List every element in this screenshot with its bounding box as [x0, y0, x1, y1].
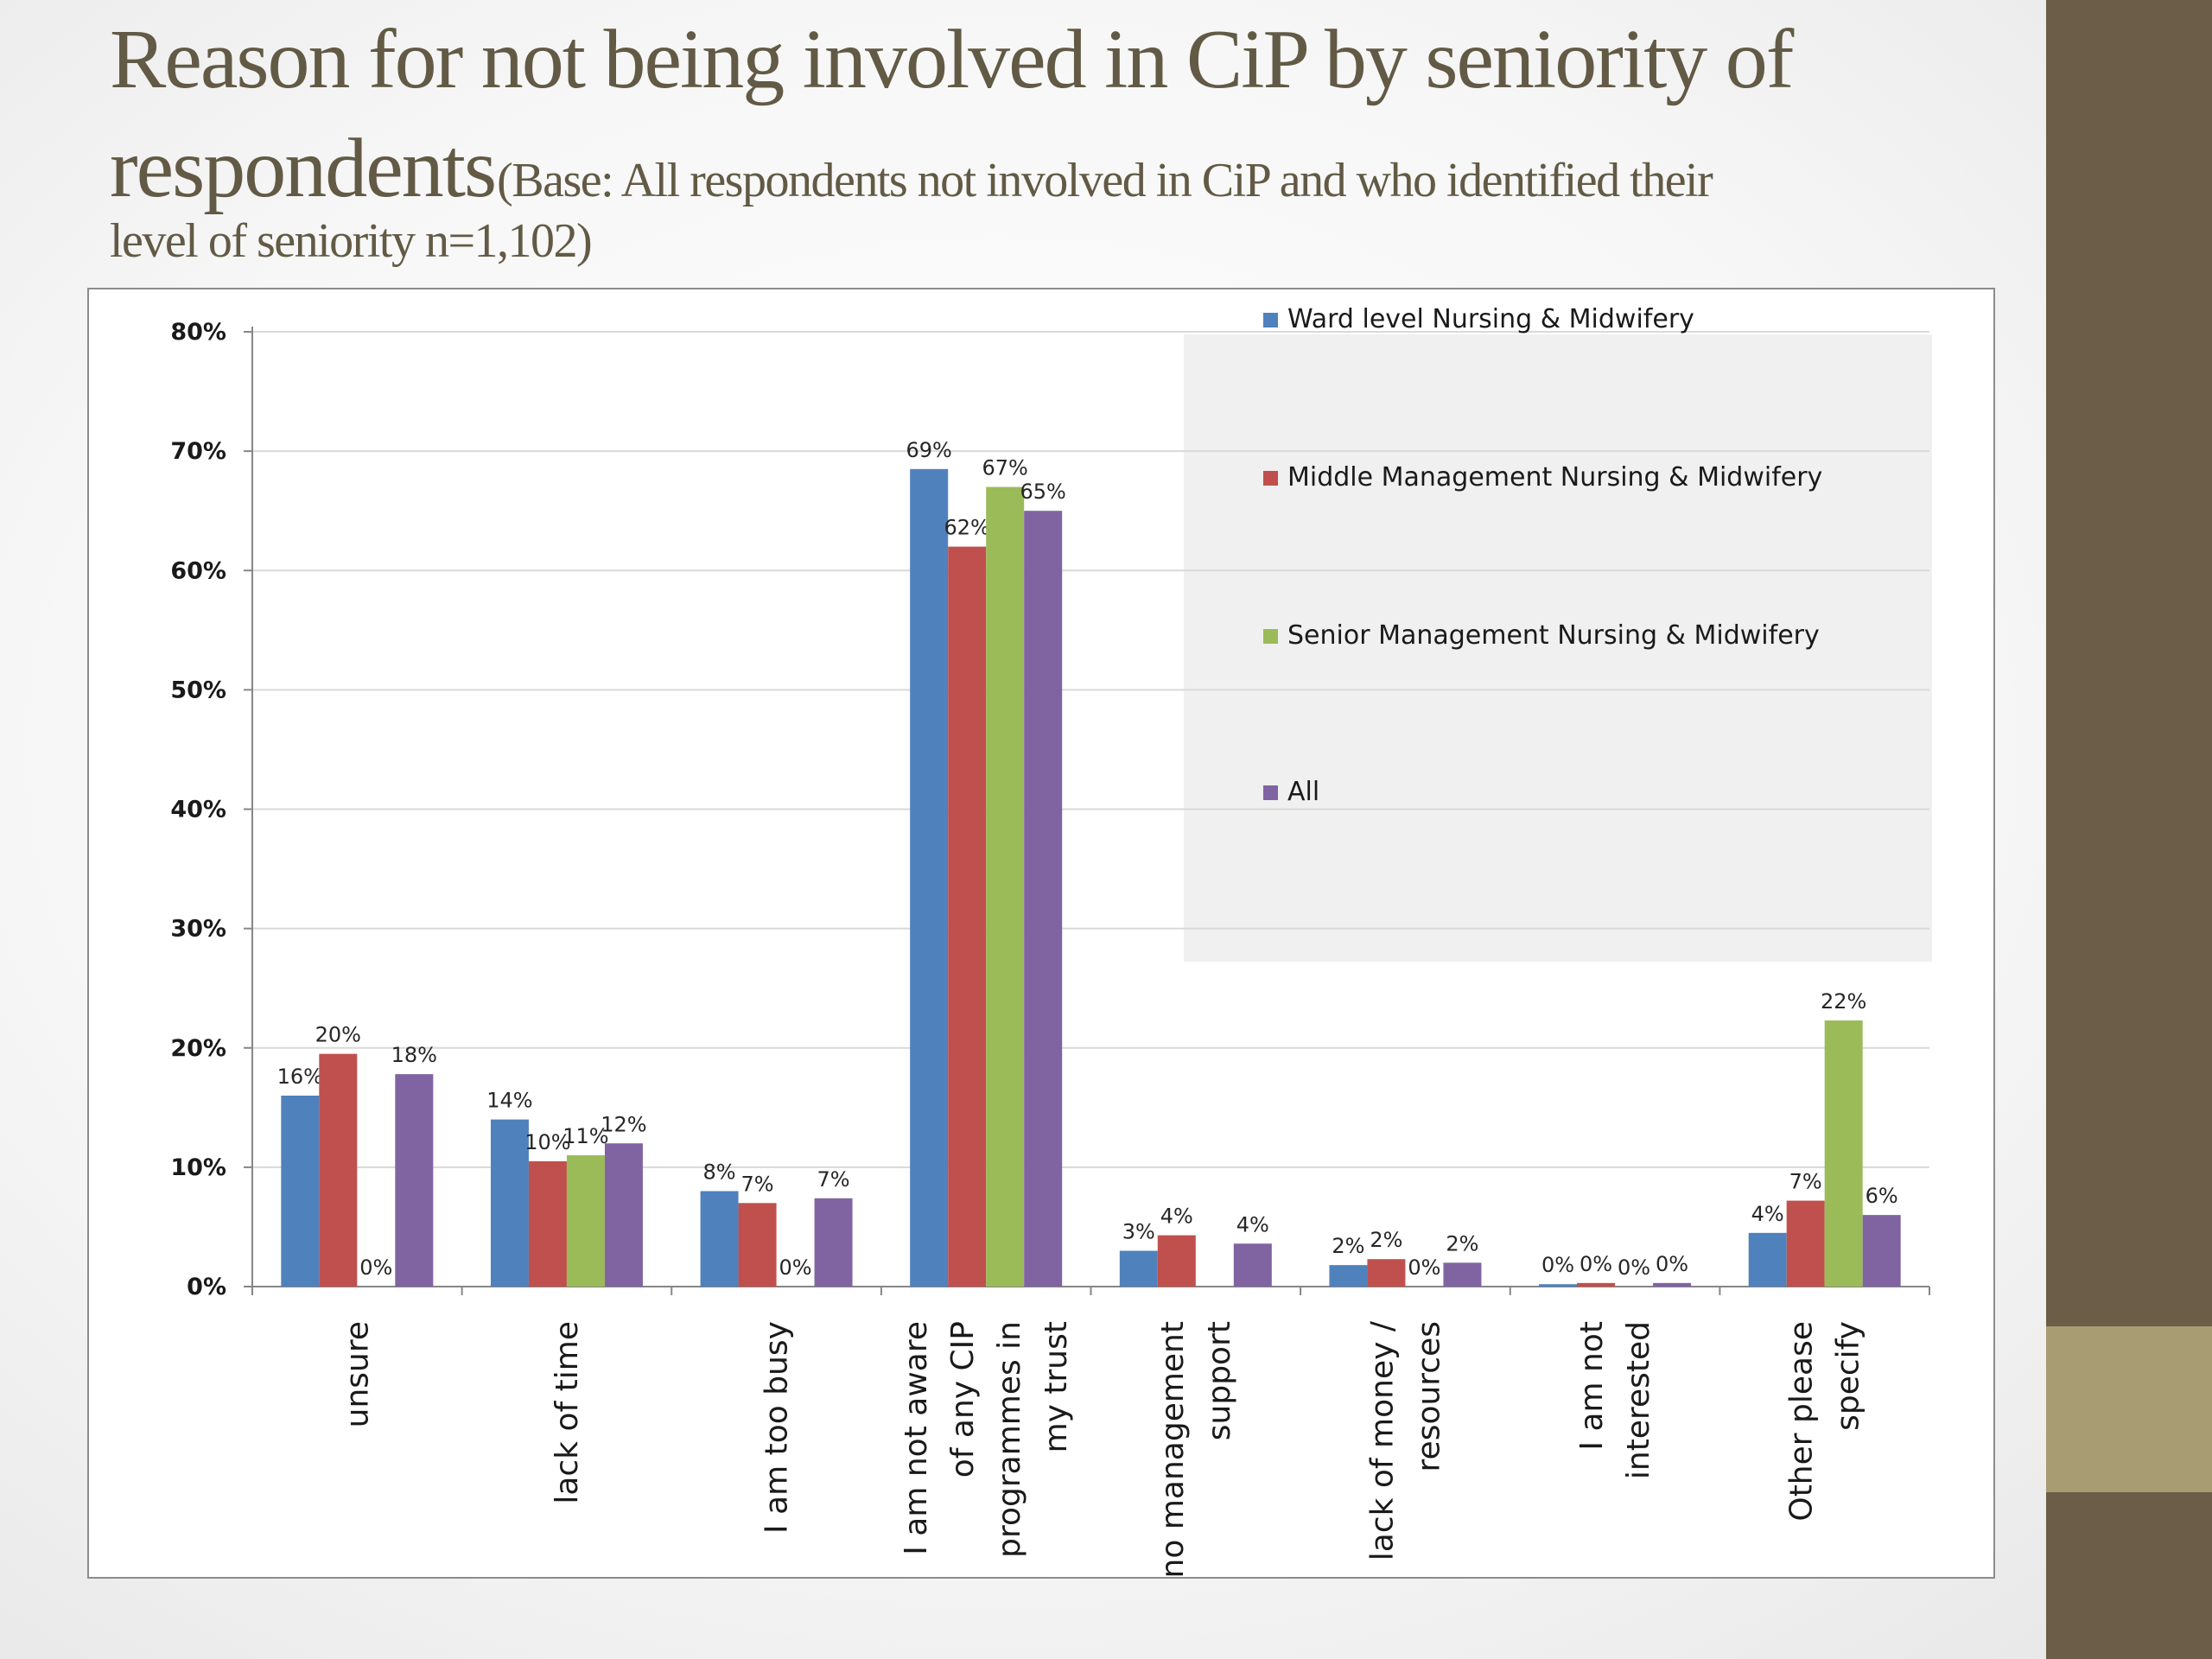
data-label: 20%: [315, 1023, 361, 1047]
bar: [1329, 1265, 1368, 1287]
y-tick-label: 50%: [170, 677, 226, 703]
bar: [490, 1119, 529, 1287]
bar: [604, 1143, 643, 1287]
data-label: 2%: [1446, 1231, 1478, 1255]
bar: [1539, 1284, 1578, 1287]
data-label: 65%: [1020, 480, 1066, 504]
bar: [1862, 1215, 1901, 1287]
y-tick-label: 30%: [170, 916, 226, 943]
bar: [1024, 511, 1063, 1287]
decorative-side-accent: [2046, 1326, 2212, 1492]
y-tick-label: 70%: [170, 438, 226, 465]
bar: [1653, 1282, 1692, 1287]
slide-title: Reason for not being involved in CiP by …: [110, 17, 2037, 277]
legend-label: All: [1287, 777, 1319, 807]
data-label: 7%: [817, 1167, 850, 1192]
data-label: 8%: [703, 1160, 736, 1185]
bar: [910, 468, 949, 1287]
data-label: 22%: [1821, 989, 1866, 1014]
title-line-1: Reason for not being involved in CiP by …: [110, 13, 1794, 106]
category-label: my trust: [1039, 1321, 1074, 1452]
legend-label: Ward level Nursing & Midwifery: [1287, 304, 1694, 334]
y-tick-label: 80%: [170, 319, 226, 346]
bar: [319, 1053, 358, 1287]
bar: [700, 1191, 739, 1287]
category-label: lack of time: [550, 1321, 585, 1504]
data-label: 3%: [1122, 1220, 1155, 1244]
bar: [1119, 1250, 1158, 1287]
data-label: 18%: [391, 1043, 437, 1067]
legend-label: Senior Management Nursing & Midwifery: [1287, 620, 1820, 651]
bar: [281, 1096, 320, 1287]
data-label: 2%: [1370, 1228, 1402, 1252]
data-label: 6%: [1866, 1184, 1898, 1208]
bar: [948, 546, 987, 1287]
category-label: support: [1202, 1321, 1237, 1440]
data-label: 0%: [779, 1255, 812, 1280]
bar: [1443, 1262, 1482, 1287]
data-label: 12%: [601, 1112, 646, 1136]
category-label: I am not: [1574, 1321, 1610, 1451]
data-label: 67%: [982, 456, 1028, 480]
bar: [528, 1160, 567, 1287]
data-label: 7%: [1789, 1170, 1822, 1194]
y-tick-label: 0%: [187, 1274, 226, 1300]
data-label: 0%: [1541, 1253, 1574, 1277]
chart-container: 0% 10% 20% 30% 40% 50% 60% 70% 80% 16% 20% 0% 18% 14%…: [87, 288, 1995, 1579]
y-tick-label: 40%: [170, 797, 226, 823]
bar: [1233, 1243, 1272, 1287]
legend-background: [1184, 334, 1932, 962]
category-label: lack of money /: [1364, 1320, 1400, 1560]
data-label: 11%: [563, 1124, 608, 1148]
legend-swatch: [1263, 785, 1278, 800]
data-label: 0%: [359, 1255, 392, 1280]
bar: [1824, 1020, 1863, 1287]
bar: [1748, 1232, 1787, 1287]
data-label: 0%: [1618, 1255, 1650, 1280]
bar: [1786, 1200, 1825, 1287]
category-label: specify: [1831, 1321, 1866, 1431]
bar: [566, 1155, 605, 1287]
bar: [814, 1198, 853, 1287]
bar: [1367, 1259, 1406, 1287]
category-label: unsure: [340, 1321, 375, 1427]
data-label: 4%: [1160, 1205, 1193, 1229]
y-tick-label: 60%: [170, 557, 226, 584]
data-label: 0%: [1656, 1252, 1688, 1276]
category-label: resources: [1411, 1321, 1446, 1471]
data-label: 69%: [906, 438, 952, 462]
bar-chart: 0% 10% 20% 30% 40% 50% 60% 70% 80% 16% 20% 0% 18% 14%…: [170, 304, 1932, 1578]
category-label: interested: [1621, 1321, 1656, 1479]
bar: [395, 1074, 434, 1287]
data-label: 4%: [1751, 1202, 1784, 1226]
data-label: 0%: [1408, 1255, 1440, 1280]
category-label: no management: [1155, 1321, 1191, 1577]
data-label: 7%: [741, 1172, 774, 1196]
legend-swatch: [1263, 471, 1278, 486]
data-label: 4%: [1236, 1212, 1269, 1236]
data-label: 0%: [1580, 1252, 1612, 1276]
data-label: 10%: [524, 1130, 570, 1154]
category-label: I am too busy: [760, 1321, 795, 1534]
title-base-note-1: (Base: All respondents not involved in C…: [497, 154, 1713, 207]
data-label: 62%: [944, 516, 990, 540]
data-label: 14%: [486, 1089, 532, 1113]
category-label: I am not aware: [899, 1321, 934, 1555]
bar: [738, 1203, 777, 1287]
legend-swatch: [1263, 629, 1278, 644]
category-label: programmes in: [992, 1321, 1027, 1558]
data-label: 2%: [1332, 1234, 1364, 1258]
y-tick-label: 20%: [170, 1035, 226, 1062]
legend-label: Middle Management Nursing & Midwifery: [1287, 462, 1822, 493]
category-label: Other please: [1784, 1321, 1820, 1522]
y-tick-label: 10%: [170, 1154, 226, 1181]
bar: [1577, 1282, 1616, 1287]
legend-swatch: [1263, 313, 1278, 327]
category-label: of any CIP: [945, 1321, 981, 1478]
title-line-2: respondents: [110, 122, 497, 215]
bar: [986, 486, 1025, 1287]
data-label: 16%: [277, 1065, 323, 1089]
bar: [1157, 1235, 1196, 1287]
title-base-note-2: level of seniority n=1,102): [110, 214, 593, 268]
